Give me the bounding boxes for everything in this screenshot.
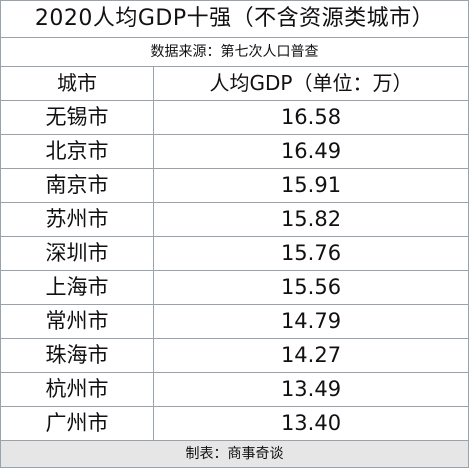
gdp-value-cell: 16.49 [153,134,469,169]
gdp-value-cell: 15.76 [153,236,469,271]
table-row: 常州市 14.79 [0,304,469,339]
gdp-value-cell: 14.27 [153,338,469,373]
city-cell: 苏州市 [0,202,154,237]
table-title: 2020人均GDP十强（不含资源类城市） [0,0,469,38]
gdp-value-cell: 13.40 [153,406,469,441]
table-row: 珠海市 14.27 [0,338,469,373]
table-row: 无锡市 16.58 [0,100,469,135]
city-cell: 常州市 [0,304,154,339]
table-row: 广州市 13.40 [0,406,469,441]
city-cell: 南京市 [0,168,154,203]
title-row: 2020人均GDP十强（不含资源类城市） [0,0,469,38]
city-cell: 珠海市 [0,338,154,373]
table-row: 南京市 15.91 [0,168,469,203]
table-footer-credit: 制表：商事奇谈 [0,440,469,468]
table-row: 苏州市 15.82 [0,202,469,237]
data-source-note: 数据来源：第七次人口普查 [0,37,469,67]
city-cell: 北京市 [0,134,154,169]
city-cell: 上海市 [0,270,154,305]
footer-row: 制表：商事奇谈 [0,440,469,468]
city-cell: 无锡市 [0,100,154,135]
gdp-value-cell: 15.56 [153,270,469,305]
gdp-value-cell: 15.91 [153,168,469,203]
header-row: 城市 人均GDP（单位：万） [0,66,469,101]
table-row: 北京市 16.49 [0,134,469,169]
gdp-value-cell: 16.58 [153,100,469,135]
source-row: 数据来源：第七次人口普查 [0,37,469,67]
gdp-value-cell: 15.82 [153,202,469,237]
gdp-value-cell: 14.79 [153,304,469,339]
city-cell: 杭州市 [0,372,154,407]
table-row: 深圳市 15.76 [0,236,469,271]
table-row: 上海市 15.56 [0,270,469,305]
column-header-city: 城市 [0,66,154,101]
city-cell: 深圳市 [0,236,154,271]
gdp-value-cell: 13.49 [153,372,469,407]
table-row: 杭州市 13.49 [0,372,469,407]
column-header-gdp: 人均GDP（单位：万） [153,66,469,101]
city-cell: 广州市 [0,406,154,441]
